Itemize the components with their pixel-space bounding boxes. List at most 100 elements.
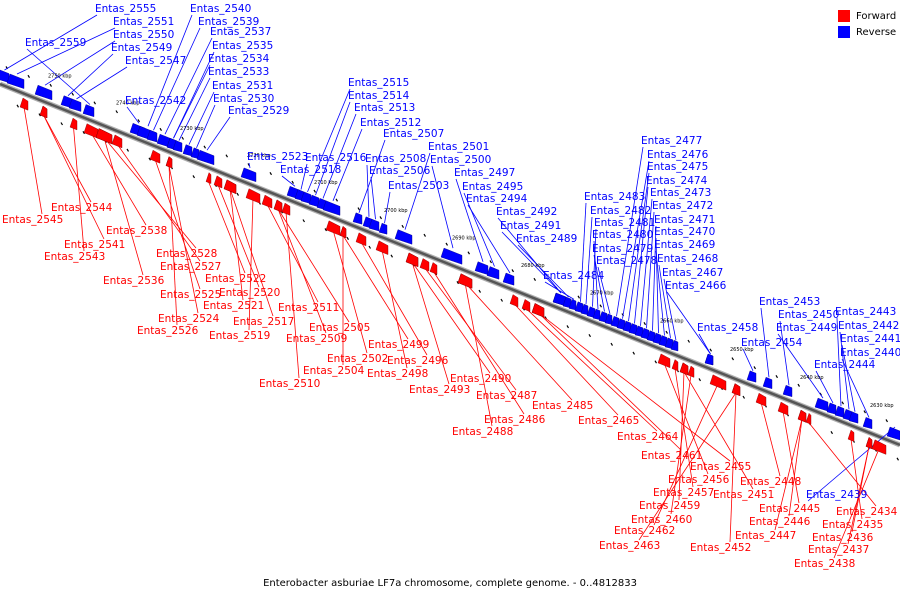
gene-forward[interactable] bbox=[731, 383, 741, 397]
gene-label-entas-2439[interactable]: Entas_2439 bbox=[806, 489, 867, 501]
gene-reverse[interactable] bbox=[886, 426, 900, 441]
gene-label-entas-2449[interactable]: Entas_2449 bbox=[776, 322, 837, 334]
gene-reverse[interactable] bbox=[322, 200, 341, 216]
gene-label-entas-2441[interactable]: Entas_2441 bbox=[840, 333, 900, 345]
gene-label-entas-2492[interactable]: Entas_2492 bbox=[496, 206, 557, 218]
gene-label-entas-2555[interactable]: Entas_2555 bbox=[95, 3, 156, 15]
gene-label-entas-2479[interactable]: Entas_2479 bbox=[592, 243, 653, 255]
gene-reverse[interactable] bbox=[782, 385, 793, 397]
gene-reverse[interactable] bbox=[182, 144, 193, 157]
gene-label-entas-2469[interactable]: Entas_2469 bbox=[654, 239, 715, 251]
gene-forward[interactable] bbox=[223, 179, 237, 194]
gene-label-entas-2465[interactable]: Entas_2465 bbox=[578, 415, 639, 427]
gene-label-entas-2462[interactable]: Entas_2462 bbox=[614, 525, 675, 537]
gene-label-entas-2486[interactable]: Entas_2486 bbox=[484, 414, 546, 426]
gene-forward[interactable] bbox=[355, 232, 367, 247]
gene-label-entas-2488[interactable]: Entas_2488 bbox=[452, 426, 513, 438]
gene-forward[interactable] bbox=[281, 202, 291, 216]
gene-forward[interactable] bbox=[509, 294, 519, 308]
gene-reverse[interactable] bbox=[762, 377, 773, 389]
gene-label-entas-2523[interactable]: Entas_2523 bbox=[247, 151, 308, 163]
gene-label-entas-2482[interactable]: Entas_2482 bbox=[590, 205, 651, 217]
gene-label-entas-2491[interactable]: Entas_2491 bbox=[500, 220, 561, 232]
gene-reverse[interactable] bbox=[826, 402, 837, 415]
gene-label-entas-2535[interactable]: Entas_2535 bbox=[212, 40, 273, 52]
gene-label-entas-2473[interactable]: Entas_2473 bbox=[650, 187, 711, 199]
gene-label-entas-2490[interactable]: Entas_2490 bbox=[450, 373, 511, 385]
gene-label-entas-2524[interactable]: Entas_2524 bbox=[158, 313, 220, 325]
gene-forward[interactable] bbox=[457, 273, 473, 289]
gene-label-entas-2498[interactable]: Entas_2498 bbox=[367, 368, 428, 380]
gene-forward[interactable] bbox=[755, 392, 767, 407]
gene-label-entas-2501[interactable]: Entas_2501 bbox=[428, 141, 489, 153]
gene-reverse[interactable] bbox=[196, 149, 215, 166]
gene-reverse[interactable] bbox=[68, 98, 82, 112]
gene-forward[interactable] bbox=[405, 252, 419, 267]
gene-forward[interactable] bbox=[521, 299, 531, 312]
gene-label-entas-2460[interactable]: Entas_2460 bbox=[631, 514, 692, 526]
gene-forward[interactable] bbox=[39, 105, 48, 119]
gene-label-entas-2493[interactable]: Entas_2493 bbox=[409, 384, 470, 396]
gene-label-entas-2489[interactable]: Entas_2489 bbox=[516, 233, 577, 245]
gene-label-entas-2505[interactable]: Entas_2505 bbox=[309, 322, 370, 334]
gene-reverse[interactable] bbox=[394, 229, 413, 245]
gene-label-entas-2467[interactable]: Entas_2467 bbox=[662, 267, 723, 279]
gene-forward[interactable] bbox=[531, 303, 545, 318]
gene-label-entas-2443[interactable]: Entas_2443 bbox=[835, 306, 896, 318]
gene-label-entas-2509[interactable]: Entas_2509 bbox=[286, 333, 347, 345]
gene-label-entas-2550[interactable]: Entas_2550 bbox=[113, 29, 174, 41]
gene-label-entas-2447[interactable]: Entas_2447 bbox=[735, 530, 796, 542]
gene-label-entas-2446[interactable]: Entas_2446 bbox=[749, 516, 811, 528]
gene-forward[interactable] bbox=[797, 409, 807, 423]
gene-label-entas-2476[interactable]: Entas_2476 bbox=[647, 149, 709, 161]
gene-reverse[interactable] bbox=[240, 167, 257, 182]
gene-label-entas-2528[interactable]: Entas_2528 bbox=[156, 248, 217, 260]
gene-label-entas-2516[interactable]: Entas_2516 bbox=[305, 152, 367, 164]
gene-reverse[interactable] bbox=[486, 266, 500, 280]
gene-forward[interactable] bbox=[165, 156, 173, 169]
gene-label-entas-2525[interactable]: Entas_2525 bbox=[160, 289, 221, 301]
gene-reverse[interactable] bbox=[670, 340, 679, 352]
gene-label-entas-2453[interactable]: Entas_2453 bbox=[759, 296, 820, 308]
gene-label-entas-2463[interactable]: Entas_2463 bbox=[599, 540, 660, 552]
gene-label-entas-2513[interactable]: Entas_2513 bbox=[354, 102, 415, 114]
gene-forward[interactable] bbox=[111, 134, 123, 149]
gene-label-entas-2499[interactable]: Entas_2499 bbox=[368, 339, 429, 351]
gene-label-entas-2444[interactable]: Entas_2444 bbox=[814, 359, 876, 371]
gene-forward[interactable] bbox=[83, 123, 99, 139]
gene-forward[interactable] bbox=[205, 172, 212, 184]
gene-label-entas-2457[interactable]: Entas_2457 bbox=[653, 487, 714, 499]
gene-label-entas-2545[interactable]: Entas_2545 bbox=[2, 214, 63, 226]
gene-label-entas-2474[interactable]: Entas_2474 bbox=[646, 175, 708, 187]
gene-label-entas-2440[interactable]: Entas_2440 bbox=[840, 347, 900, 359]
gene-label-entas-2517[interactable]: Entas_2517 bbox=[233, 316, 294, 328]
gene-forward[interactable] bbox=[709, 374, 727, 391]
gene-label-entas-2537[interactable]: Entas_2537 bbox=[210, 26, 271, 38]
gene-forward[interactable] bbox=[261, 194, 273, 209]
gene-label-entas-2527[interactable]: Entas_2527 bbox=[160, 261, 221, 273]
gene-label-entas-2485[interactable]: Entas_2485 bbox=[532, 400, 593, 412]
gene-label-entas-2538[interactable]: Entas_2538 bbox=[106, 225, 167, 237]
gene-label-entas-2521[interactable]: Entas_2521 bbox=[203, 300, 264, 312]
gene-label-entas-2455[interactable]: Entas_2455 bbox=[690, 461, 751, 473]
gene-reverse[interactable] bbox=[352, 212, 363, 225]
gene-reverse[interactable] bbox=[34, 84, 53, 101]
gene-label-entas-2452[interactable]: Entas_2452 bbox=[690, 542, 751, 554]
gene-label-entas-2438[interactable]: Entas_2438 bbox=[794, 558, 855, 570]
gene-label-entas-2481[interactable]: Entas_2481 bbox=[594, 217, 655, 229]
gene-forward[interactable] bbox=[805, 412, 812, 425]
gene-label-entas-2478[interactable]: Entas_2478 bbox=[596, 255, 657, 267]
gene-reverse[interactable] bbox=[746, 370, 757, 383]
gene-label-entas-2543[interactable]: Entas_2543 bbox=[44, 251, 105, 263]
gene-label-entas-2512[interactable]: Entas_2512 bbox=[360, 117, 421, 129]
gene-forward[interactable] bbox=[865, 437, 873, 450]
gene-label-entas-2448[interactable]: Entas_2448 bbox=[740, 476, 801, 488]
gene-label-entas-2514[interactable]: Entas_2514 bbox=[348, 90, 410, 102]
gene-label-entas-2500[interactable]: Entas_2500 bbox=[430, 154, 491, 166]
gene-label-entas-2497[interactable]: Entas_2497 bbox=[454, 167, 515, 179]
gene-label-entas-2534[interactable]: Entas_2534 bbox=[208, 53, 270, 65]
gene-label-entas-2544[interactable]: Entas_2544 bbox=[51, 202, 113, 214]
gene-reverse[interactable] bbox=[82, 104, 95, 117]
gene-label-entas-2487[interactable]: Entas_2487 bbox=[476, 390, 537, 402]
gene-forward[interactable] bbox=[687, 365, 695, 378]
